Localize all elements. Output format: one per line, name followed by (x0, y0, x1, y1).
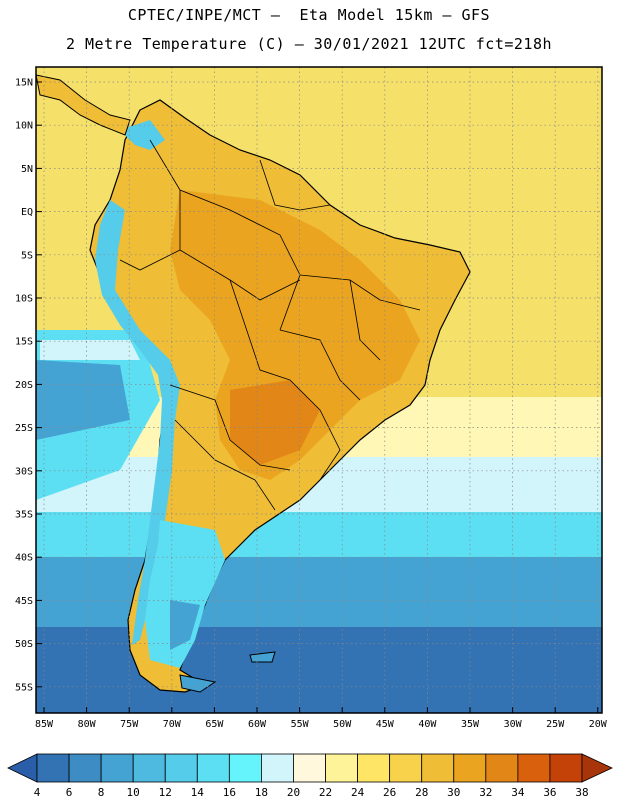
border-line (299, 274, 421, 311)
colorbar-bin (325, 753, 358, 783)
patagonia-cold-core (170, 600, 200, 650)
border-line (119, 190, 181, 271)
colorbar-label: 30 (447, 786, 460, 799)
lat-tick-label: 20S (15, 380, 33, 391)
patagonia-cool-region (145, 520, 225, 668)
lat-tick-label: 5N (21, 164, 33, 175)
colorbar-label: 36 (543, 786, 556, 799)
border-line (279, 329, 361, 401)
border-line (169, 384, 291, 471)
colorbar-bin (421, 753, 455, 783)
border-line (179, 249, 301, 301)
central-america (36, 74, 131, 136)
ocean-colder-zone (36, 557, 602, 627)
colorbar-bin (228, 753, 262, 783)
colorbar-bin (36, 753, 70, 783)
lat-tick-label: 40S (15, 553, 33, 564)
map-border (35, 66, 603, 714)
colorbar-bin (549, 753, 583, 783)
colorbar-bin (100, 753, 134, 783)
longitude-axis: 85W 80W 75W 70W 65W 60W 55W 50W 45W 40W 35W 30W 25W 2… (35, 707, 608, 730)
lon-tick-label: 40W (418, 719, 437, 730)
colorbar-label: 28 (415, 786, 428, 799)
colorbar-label: 12 (159, 786, 172, 799)
colorbar-bin (68, 753, 102, 783)
lat-tick-label: 45S (15, 596, 33, 607)
colorbar-bin (357, 753, 391, 783)
lon-tick-label: 70W (163, 719, 182, 730)
andes-cool-strip (95, 200, 180, 645)
lat-tick-label: 5S (21, 250, 33, 261)
colorbar-label: 16 (223, 786, 236, 799)
colorbar-bin (389, 753, 423, 783)
colorbar-label: 20 (287, 786, 300, 799)
lon-tick-label: 20W (589, 719, 608, 730)
map-subtitle: 2 Metre Temperature (C) – 30/01/2021 12U… (65, 35, 553, 53)
lon-tick-label: 25W (546, 719, 565, 730)
lat-tick-label: 10N (15, 121, 33, 132)
colorbar-label: 14 (191, 786, 205, 799)
lon-tick-label: 30W (504, 719, 523, 730)
pacific-mild-strip (40, 340, 140, 360)
lat-tick-label: 25S (15, 423, 33, 434)
colorbar-bin (453, 753, 487, 783)
border-line (259, 159, 331, 211)
lon-tick-label: 60W (248, 719, 267, 730)
colorbar-label: 24 (351, 786, 365, 799)
temperature-colorbar: 4 6 8 10 12 14 16 18 20 22 24 26 28 30 32 34 36 38 (7, 753, 613, 799)
lon-tick-label: 80W (78, 719, 97, 730)
lon-tick-label: 65W (205, 719, 224, 730)
colorbar-bin (132, 753, 166, 783)
lat-tick-label: 55S (15, 682, 33, 693)
border-line (174, 419, 276, 511)
lat-tick-label: 30S (15, 466, 33, 477)
lat-tick-label: EQ (21, 207, 33, 218)
colorbar-label: 18 (255, 786, 268, 799)
ocean-coldest-zone (36, 627, 602, 713)
colorbar-bin (196, 753, 230, 783)
lon-tick-label: 55W (291, 719, 310, 730)
map-title: CPTEC/INPE/MCT – Eta Model 15km – GFS (127, 6, 491, 24)
border-line (149, 139, 301, 331)
colorbar-label: 32 (479, 786, 492, 799)
colorbar-label: 4 (34, 786, 41, 799)
colorbar-label: 22 (319, 786, 332, 799)
lon-tick-label: 35W (461, 719, 480, 730)
colorbar-bin (293, 753, 326, 783)
lat-tick-label: 15N (15, 78, 33, 89)
country-borders (119, 139, 421, 511)
chaco-hottest-region (230, 380, 320, 465)
colorbar-label: 26 (383, 786, 396, 799)
colorbar-bin (517, 753, 551, 783)
lat-tick-label: 35S (15, 510, 33, 521)
colorbar-label: 6 (66, 786, 73, 799)
colorbar-label: 38 (575, 786, 588, 799)
colorbar-label: 8 (98, 786, 105, 799)
colorbar-min-arrow (7, 753, 38, 783)
ocean-cold-zone (36, 512, 602, 557)
colorbar-bin (261, 753, 294, 783)
pacific-cool-core (36, 360, 130, 440)
lon-tick-label: 85W (35, 719, 54, 730)
colorbar-bin (485, 753, 519, 783)
map-field (36, 67, 602, 713)
colorbar-label: 34 (511, 786, 525, 799)
tierra-del-fuego (179, 674, 217, 693)
lon-tick-label: 50W (333, 719, 352, 730)
colorbar-label: 10 (127, 786, 140, 799)
lon-tick-label: 75W (120, 719, 139, 730)
lat-tick-label: 10S (15, 294, 33, 305)
colombian-andes (120, 120, 165, 150)
border-line (349, 279, 381, 361)
falkland-islands (249, 651, 276, 663)
border-line (289, 379, 341, 481)
colorbar-max-arrow (581, 753, 613, 783)
latitude-axis: 15N 10N 5N EQ 5S 10S 15S 20S 25S 30S 35S 40S 45S 50S 5… (15, 78, 42, 693)
colorbar-bin (164, 753, 198, 783)
lon-tick-label: 45W (376, 719, 395, 730)
lat-tick-label: 50S (15, 639, 33, 650)
lat-tick-label: 15S (15, 337, 33, 348)
border-line (229, 279, 291, 381)
